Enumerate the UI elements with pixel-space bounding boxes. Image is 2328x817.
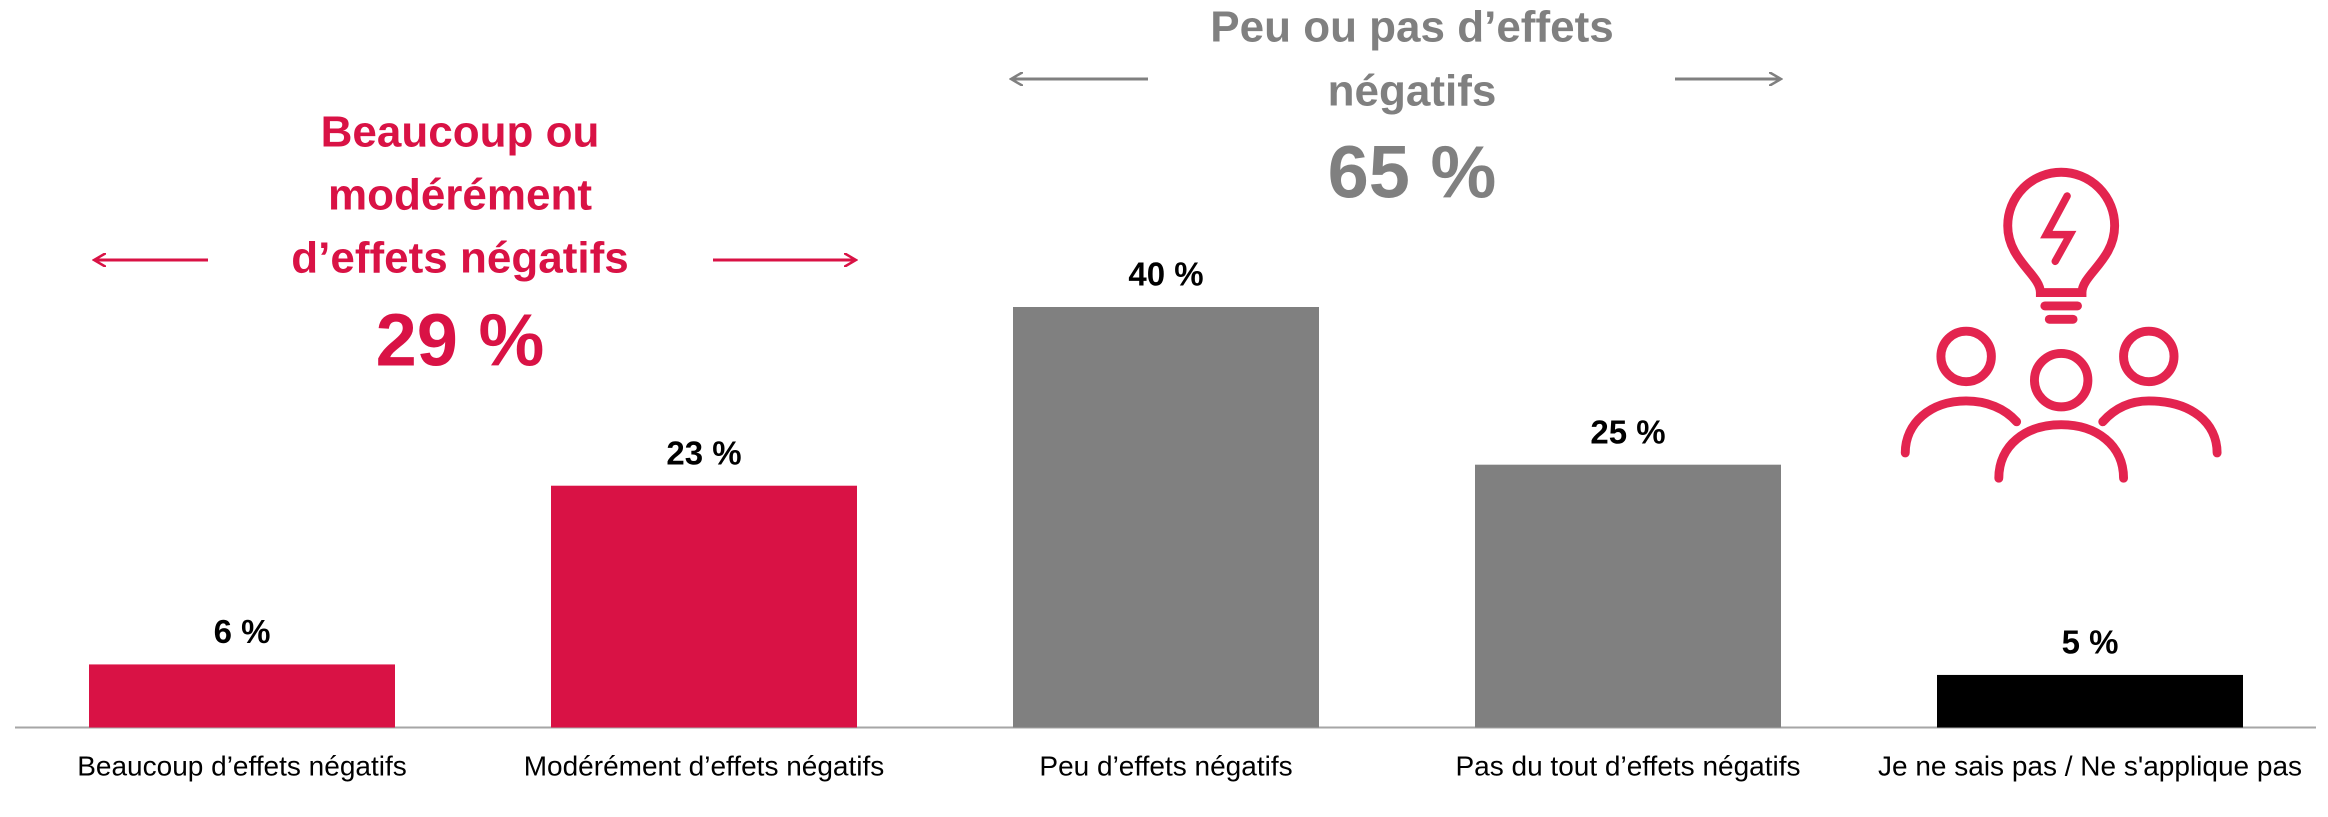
group-total: 65 % <box>1328 131 1497 214</box>
bar <box>1475 464 1781 728</box>
group-label: modérément <box>328 171 592 220</box>
value-label: 6 % <box>214 613 271 650</box>
value-label: 23 % <box>666 434 741 471</box>
x-tick-label: Peu d’effets négatifs <box>1039 750 1292 781</box>
group-label: d’effets négatifs <box>291 234 628 283</box>
x-tick-label: Pas du tout d’effets négatifs <box>1455 750 1800 781</box>
group-label: négatifs <box>1328 67 1497 116</box>
value-label: 5 % <box>2062 624 2119 661</box>
bar <box>1013 307 1319 728</box>
x-tick-label: Beaucoup d’effets négatifs <box>77 750 407 781</box>
group-label: Beaucoup ou <box>321 108 600 157</box>
group-label: Peu ou pas d’effets <box>1210 3 1613 52</box>
value-label: 40 % <box>1128 256 1203 293</box>
group-total: 29 % <box>376 299 545 382</box>
bar <box>89 664 395 728</box>
arrows <box>94 79 1781 260</box>
bar <box>1937 674 2243 728</box>
icon <box>1900 167 2222 483</box>
bar <box>551 485 857 728</box>
x-tick-label: Modérément d’effets négatifs <box>524 750 885 781</box>
x-tick-label: Je ne sais pas / Ne s'applique pas <box>1878 750 2302 781</box>
value-label: 25 % <box>1590 413 1665 450</box>
